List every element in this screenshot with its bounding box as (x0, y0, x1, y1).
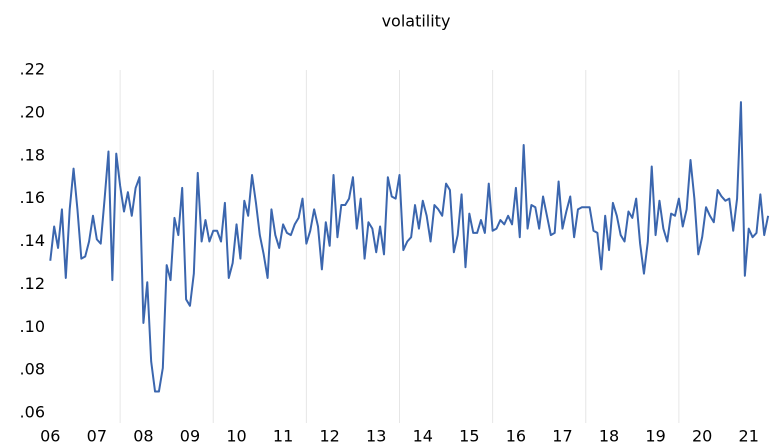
x-tick-label: 21 (739, 427, 759, 446)
y-tick-label: .06 (20, 403, 45, 422)
x-tick-label: 11 (273, 427, 293, 446)
x-tick-label: 18 (599, 427, 619, 446)
x-tick-label: 17 (552, 427, 572, 446)
y-tick-label: .12 (20, 274, 45, 293)
x-tick-label: 10 (226, 427, 246, 446)
x-tick-label: 06 (40, 427, 60, 446)
data-line (49, 101, 770, 393)
x-tick-label: 15 (459, 427, 479, 446)
x-tick-label: 07 (87, 427, 107, 446)
y-tick-label: .14 (20, 231, 45, 250)
y-tick-label: .10 (20, 317, 45, 336)
x-tick-label: 14 (413, 427, 433, 446)
y-tick-label: .22 (20, 60, 45, 79)
y-tick-label: .16 (20, 188, 45, 207)
x-tick-label: 08 (133, 427, 153, 446)
y-tick-label: .18 (20, 145, 45, 164)
x-tick-label: 09 (180, 427, 200, 446)
x-tick-label: 12 (319, 427, 339, 446)
x-tick-label: 13 (366, 427, 386, 446)
x-tick-label: 20 (692, 427, 712, 446)
x-tick-label: 16 (506, 427, 526, 446)
y-tick-label: .08 (20, 360, 45, 379)
chart-title: volatility (382, 12, 451, 31)
x-tick-label: 19 (645, 427, 665, 446)
y-tick-label: .20 (20, 102, 45, 121)
